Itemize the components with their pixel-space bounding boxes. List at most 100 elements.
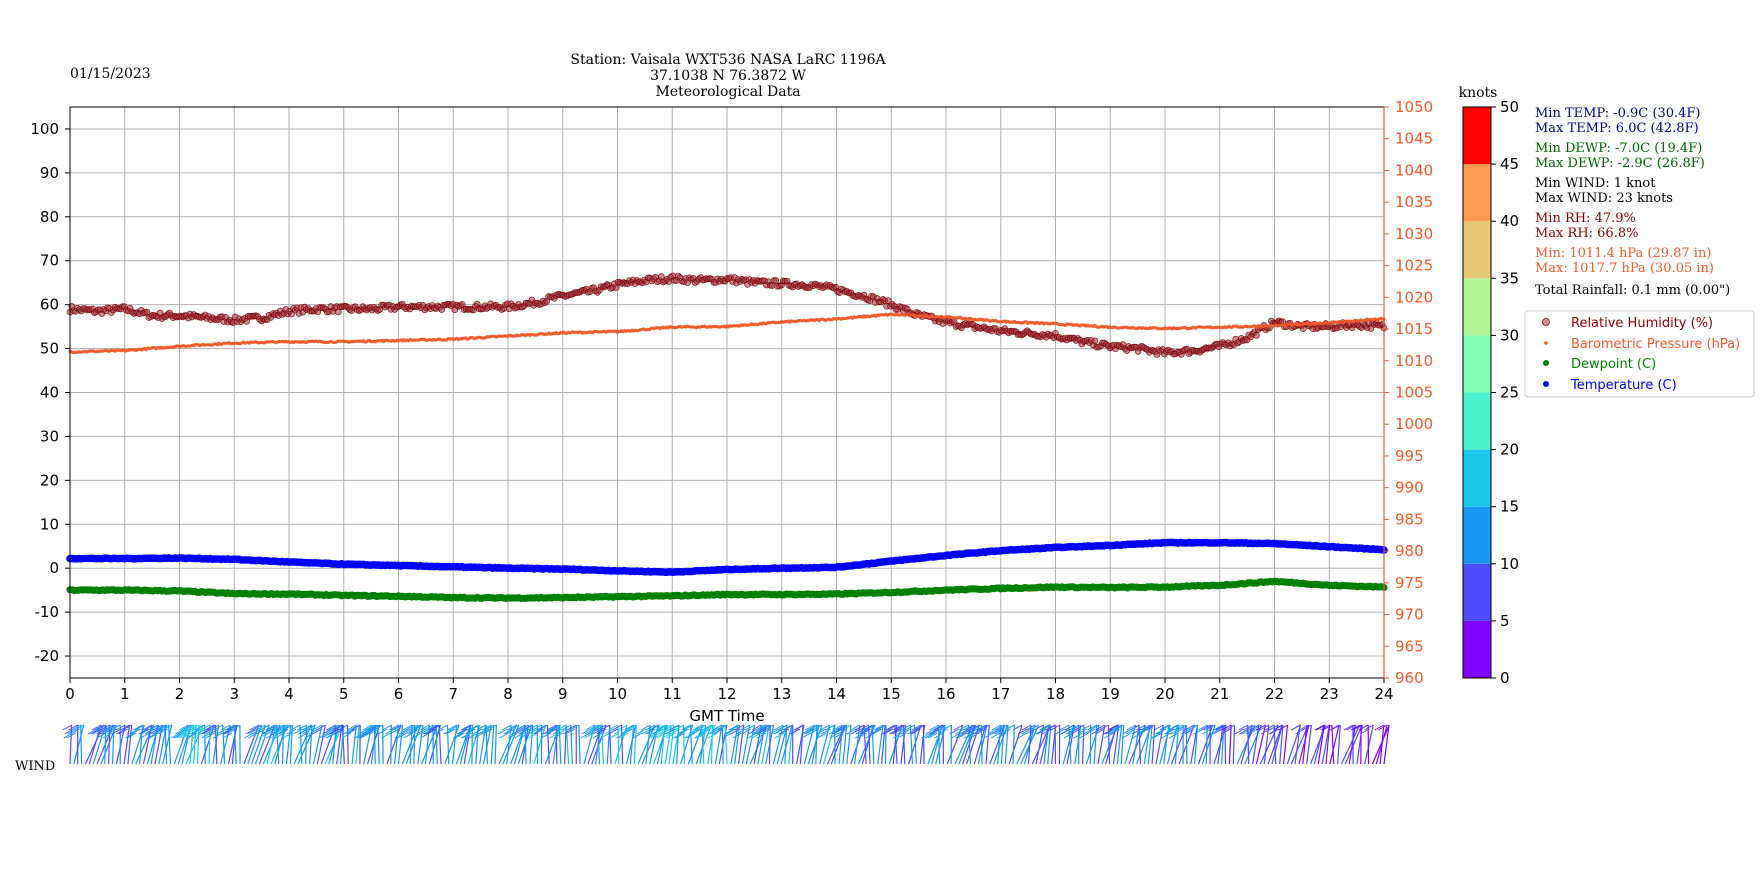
colorbar-tick-label: 20 (1500, 441, 1519, 459)
y-tick-label-left: 40 (40, 384, 59, 402)
y-tick-label-right: 990 (1395, 479, 1424, 497)
legend: Relative Humidity (%) Barometric Pressur… (1524, 310, 1755, 398)
wind-barb-shaft (1331, 724, 1335, 765)
colorbar-segment (1463, 107, 1491, 165)
wind-barb (542, 724, 558, 765)
x-tick-label: 23 (1320, 685, 1339, 703)
wind-barb (1110, 724, 1125, 765)
y-tick-label-right: 995 (1395, 447, 1424, 465)
wind-barb-shaft (871, 724, 875, 765)
x-axis-label: GMT Time (689, 707, 764, 725)
y-tick-label-left: 50 (40, 340, 59, 358)
colorbar-segment (1463, 221, 1491, 279)
wind-barb-shaft (985, 724, 990, 765)
y-axis-right: 960 965 970 975 980 985 990 995 1000 1005 1010 1015… (1383, 98, 1433, 687)
wind-barb-shaft (309, 724, 313, 765)
wind-barb-shaft (938, 724, 941, 765)
wind-barb-shaft (1228, 724, 1232, 765)
y-tick-label-left: 10 (40, 515, 59, 533)
colorbar-tick-label: 15 (1500, 498, 1519, 516)
x-tick-label: 0 (65, 685, 75, 703)
wind-barb-shaft (1027, 724, 1032, 765)
stat-min-pressure: Min: 1011.4 hPa (29.87 in) (1535, 246, 1711, 261)
colorbar-tick-label: 35 (1500, 269, 1519, 287)
colorbar-segment (1463, 563, 1491, 621)
wind-barb-shaft (80, 724, 83, 765)
wind-barb-shaft (138, 724, 144, 765)
wind-barb-shaft (204, 724, 206, 765)
y-tick-label-left: 100 (30, 120, 59, 138)
stat-max-dewp: Max DEWP: -2.9C (26.8F) (1535, 156, 1705, 171)
colorbar-segment (1463, 392, 1491, 450)
wind-barb (1091, 724, 1106, 765)
colorbar-segment (1463, 506, 1491, 564)
date-label: 01/15/2023 (70, 66, 151, 82)
colorbar-tick-label: 50 (1500, 98, 1519, 116)
stat-max-wind: Max WIND: 23 knots (1535, 191, 1673, 206)
colorbar-tick-label: 5 (1500, 612, 1510, 630)
legend-entry-pressure: Barometric Pressure (hPa) (1571, 337, 1740, 352)
legend-entry-dewpoint: Dewpoint (C) (1571, 357, 1656, 372)
colorbar-segment (1463, 449, 1491, 507)
wind-barb-shaft (741, 724, 751, 765)
colorbar-tick-label: 0 (1500, 669, 1510, 687)
y-tick-label-left: 60 (40, 296, 59, 314)
x-tick-label: 9 (558, 685, 568, 703)
wind-barb-shaft (846, 724, 852, 765)
coordinates-title: 37.1038 N 76.3872 W (650, 68, 806, 84)
x-tick-label: 5 (339, 685, 349, 703)
legend-entry-rh: Relative Humidity (%) (1571, 316, 1713, 331)
y-tick-label-right: 1030 (1395, 225, 1433, 243)
station-title: Station: Vaisala WXT536 NASA LaRC 1196A (570, 52, 886, 68)
rh-point (1253, 332, 1260, 339)
x-tick-label: 13 (772, 685, 791, 703)
wind-label: WIND (15, 759, 55, 774)
stats-panel: Min TEMP: -0.9C (30.4F) Max TEMP: 6.0C (… (1535, 106, 1730, 298)
wind-barb-shaft (1232, 724, 1236, 765)
y-tick-label-right: 1005 (1395, 384, 1433, 402)
rh-point (288, 310, 295, 318)
x-tick-label: 22 (1265, 685, 1284, 703)
colorbar-tick-label: 25 (1500, 384, 1519, 402)
y-tick-label-left: 30 (40, 427, 59, 445)
stat-min-wind: Min WIND: 1 knot (1535, 176, 1656, 191)
wind-barb-shaft (826, 724, 846, 765)
wind-barb (1290, 724, 1301, 765)
wind-barb-shaft (710, 724, 713, 765)
wind-barb (243, 724, 260, 765)
wind-barb (1201, 724, 1216, 765)
wind-barb-shaft (164, 724, 168, 765)
y-tick-label-right: 1000 (1395, 415, 1433, 433)
y-tick-label-left: -10 (35, 603, 60, 621)
x-tick-label: 12 (717, 685, 736, 703)
wind-barb (1212, 724, 1227, 765)
wind-barb-shaft (193, 724, 197, 765)
y-tick-label-left: 90 (40, 164, 59, 182)
wind-barb (1132, 724, 1151, 765)
wind-barb-shaft (922, 724, 925, 765)
y-tick-label-right: 1025 (1395, 257, 1433, 275)
y-tick-label-right: 1035 (1395, 193, 1433, 211)
y-tick-label-right: 965 (1395, 637, 1424, 655)
series-pressure (68, 312, 1386, 355)
x-tick-label: 8 (503, 685, 513, 703)
y-tick-label-right: 1015 (1395, 320, 1433, 338)
wind-barb (444, 724, 460, 765)
x-tick-label: 16 (936, 685, 955, 703)
y-tick-label-right: 985 (1395, 510, 1424, 528)
y-tick-label-right: 1050 (1395, 98, 1433, 116)
series-relative-humidity (66, 272, 1388, 358)
x-tick-label: 19 (1101, 685, 1120, 703)
wind-barb-shaft (452, 724, 458, 765)
stat-rainfall: Total Rainfall: 0.1 mm (0.00") (1535, 283, 1730, 298)
y-tick-label-right: 970 (1395, 606, 1424, 624)
x-tick-label: 21 (1210, 685, 1229, 703)
colorbar-title: knots (1459, 85, 1498, 101)
wind-barb-shaft (617, 724, 620, 765)
stat-min-temp: Min TEMP: -0.9C (30.4F) (1535, 106, 1701, 121)
y-tick-label-left: 0 (49, 559, 59, 577)
wind-barb-shaft (578, 724, 581, 765)
y-axis-left: -20 -10 0 10 20 30 40 50 60 70 80 90 100 (30, 120, 70, 665)
wind-barb-shaft (494, 724, 497, 765)
